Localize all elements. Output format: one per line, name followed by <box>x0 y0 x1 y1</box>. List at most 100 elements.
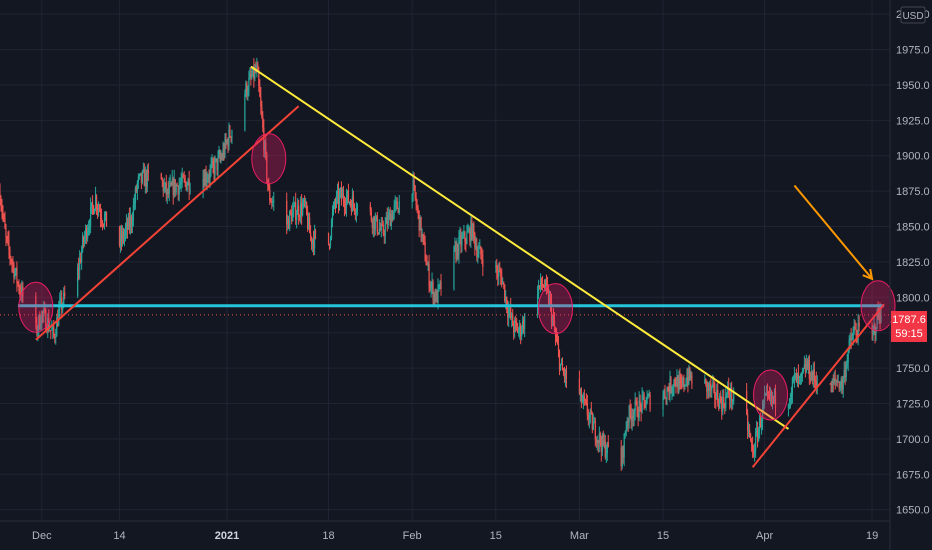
candle-up <box>603 440 605 445</box>
candle-up <box>390 214 392 227</box>
candle-down <box>749 430 751 435</box>
candle-up <box>849 337 851 340</box>
candle-down <box>420 216 422 238</box>
candle-up <box>97 208 100 210</box>
candle-up <box>495 265 497 267</box>
candle-up <box>52 326 54 330</box>
candle-up <box>209 169 211 180</box>
candle-down <box>752 444 754 451</box>
candle-down <box>290 211 292 213</box>
candle-up <box>84 236 86 242</box>
candle-up <box>134 188 136 203</box>
candle-up <box>136 182 138 192</box>
candle-down <box>223 148 225 156</box>
candle-up <box>351 196 354 212</box>
candle-down <box>298 205 300 218</box>
highlight-circle <box>753 369 789 421</box>
candle-down <box>675 383 677 387</box>
candle-up <box>625 429 627 434</box>
candle-down <box>174 179 176 193</box>
candle-down <box>706 380 708 392</box>
candle-down <box>541 285 544 287</box>
candle-up <box>222 148 224 159</box>
candle-up <box>224 138 226 156</box>
price-axis[interactable]: 1650.0 1675.0 1700.0 1725.0 1750.0 1800.0 1825… <box>896 9 930 517</box>
candle-up <box>624 433 626 435</box>
candle-up <box>623 433 625 458</box>
candle-up <box>663 391 665 398</box>
candle-up <box>461 237 463 246</box>
candle-down <box>629 405 631 413</box>
price-tick-label: 1675.0 <box>896 469 930 481</box>
candle-up <box>308 217 310 229</box>
candle-down <box>829 383 831 385</box>
candle-up <box>468 228 470 232</box>
candle-up <box>800 372 802 377</box>
candle-down <box>553 319 556 331</box>
candle-down <box>18 282 20 291</box>
candle-up <box>339 188 342 194</box>
candle-up <box>138 174 140 177</box>
candle-down <box>11 261 13 264</box>
currency-button[interactable]: USD <box>900 6 926 24</box>
highlight-circle <box>251 133 287 185</box>
candle-up <box>631 416 633 422</box>
candle-up <box>214 160 216 175</box>
candle-up <box>77 267 79 297</box>
candle-up <box>129 216 132 227</box>
time-axis[interactable]: Dec 14 2021 18 Feb 15 Mar 15 Apr 19 <box>32 530 878 542</box>
candle-down <box>95 196 98 209</box>
candle-down <box>263 127 265 151</box>
candle-down <box>80 258 82 263</box>
candle-down <box>523 320 525 329</box>
candle-up <box>439 281 441 285</box>
candle-up <box>690 375 692 379</box>
candle-down <box>500 271 502 276</box>
candle-down <box>639 400 641 404</box>
candle-down <box>13 264 15 278</box>
candle-down <box>208 178 210 180</box>
candle-up <box>94 196 97 210</box>
candle-up <box>335 194 338 205</box>
candle-down <box>546 285 549 290</box>
candle-down <box>8 239 10 250</box>
candle-down <box>858 322 860 327</box>
candle-up <box>840 379 842 386</box>
candle-down <box>844 369 846 378</box>
candle-down <box>855 329 857 336</box>
candle-down <box>795 373 798 383</box>
candle-down <box>637 416 639 418</box>
candle-down <box>306 202 308 214</box>
candle-down <box>469 228 471 242</box>
candle-up <box>722 397 724 412</box>
candle-up <box>251 76 253 78</box>
candle-up <box>186 185 188 191</box>
candle-up <box>671 389 673 392</box>
candle-down <box>854 326 856 330</box>
candle-up <box>511 313 513 318</box>
candle-up <box>180 181 182 185</box>
time-tick-label: Apr <box>756 530 773 542</box>
candle-up <box>839 385 841 389</box>
price-tick-label: 1750.0 <box>896 363 930 375</box>
candle-up <box>60 297 62 302</box>
candle-down <box>120 233 123 241</box>
candle-up <box>421 234 423 238</box>
candle-down <box>674 379 676 384</box>
candle-down <box>501 275 503 285</box>
candle-down <box>183 177 185 179</box>
candle-down <box>328 244 331 246</box>
bar-countdown-label: 59:15 <box>895 328 923 340</box>
candle-down <box>808 359 810 379</box>
candle-up <box>168 185 170 194</box>
candle-up <box>548 296 551 304</box>
candle-up <box>579 389 581 394</box>
candle-down <box>640 403 642 412</box>
candle-down <box>620 447 622 467</box>
candle-up <box>459 235 461 237</box>
candle-up <box>374 219 376 230</box>
candle-up <box>709 383 711 390</box>
candle-down <box>515 320 517 323</box>
candle-up <box>842 378 844 390</box>
